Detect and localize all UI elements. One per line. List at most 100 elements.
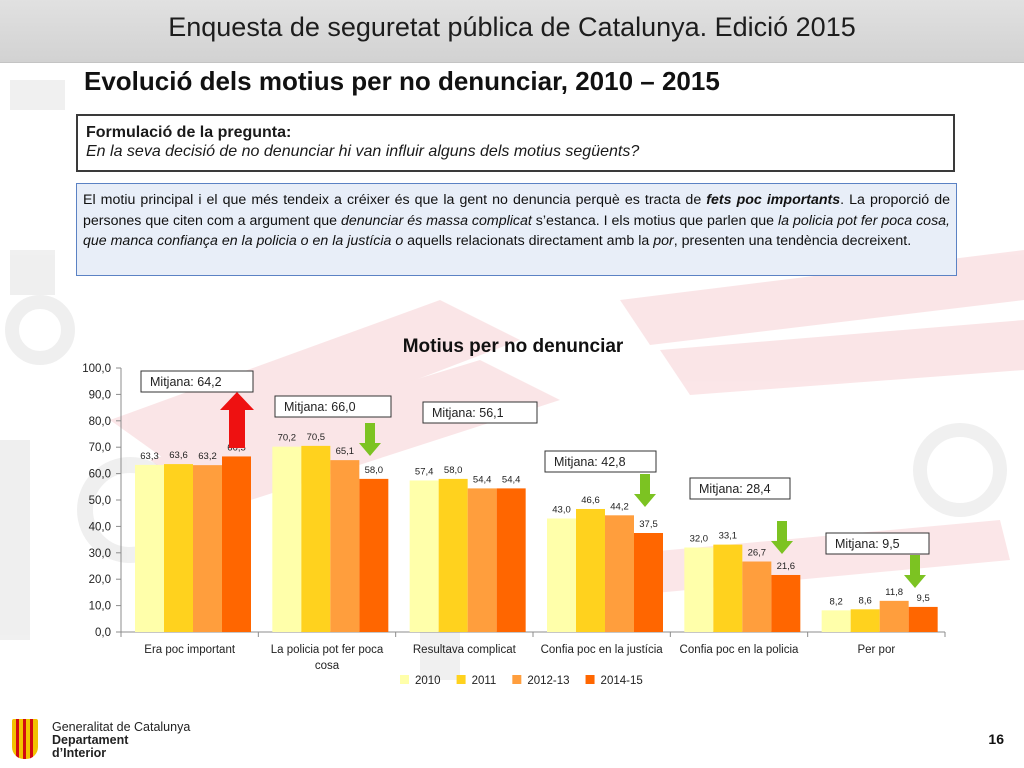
bar	[684, 547, 714, 632]
average-label: Mitjana: 64,2	[150, 375, 222, 389]
average-label: Mitjana: 28,4	[699, 482, 771, 496]
logo-line-departament: Departament	[52, 733, 129, 747]
average-box	[422, 401, 538, 424]
summary-segment-emphasis: por	[653, 233, 674, 249]
chart-axes: 0,0 10,0 20,0 30,0 40,0 50,0 60,0 70,0 80,0 90,0 1…	[82, 363, 946, 672]
logo-line-interior: d’Interior	[52, 746, 107, 760]
bar	[272, 446, 302, 632]
bar	[409, 480, 439, 632]
bar	[634, 533, 663, 632]
bar	[605, 515, 634, 632]
bar	[330, 460, 360, 632]
bar-value-label: 21,6	[777, 561, 796, 572]
bar-value-label: 70,5	[307, 432, 326, 443]
bar-value-label: 33,1	[719, 531, 738, 542]
y-tick-label: 30,0	[89, 548, 111, 560]
chart-title: Motius per no denunciar	[403, 336, 624, 357]
bar	[713, 544, 743, 632]
bar	[850, 609, 880, 632]
trend-down-arrow-icon	[771, 521, 793, 554]
y-tick-label: 70,0	[89, 442, 111, 454]
x-category-label: Era poc important	[144, 644, 236, 656]
summary-segment: , presenten una tendència decreixent.	[673, 233, 912, 249]
bar-value-label: 37,5	[639, 519, 658, 530]
bar	[576, 508, 605, 632]
legend-swatch	[400, 675, 409, 684]
summary-segment: aquells relacionats directament amb la	[403, 233, 654, 249]
bar-value-label: 8,2	[830, 596, 843, 607]
chart-bars	[135, 445, 938, 632]
senyera-emblem-icon	[12, 719, 38, 759]
trend-down-arrow-icon	[634, 474, 656, 507]
trend-down-arrow-icon	[359, 423, 381, 456]
chart-annotations: Mitjana: 64,2 Mitjana: 66,0 Mitjana: 56,1 M…	[140, 370, 930, 588]
bar-value-label: 58,0	[365, 465, 384, 476]
summary-segment: El motiu principal i el que més tendeix …	[83, 192, 707, 208]
bar-value-label: 58,0	[444, 465, 463, 476]
page-number: 16	[988, 731, 1004, 747]
bar	[135, 464, 164, 632]
bar-value-label: 63,2	[198, 451, 217, 462]
average-box	[689, 477, 791, 500]
y-tick-label: 40,0	[89, 521, 111, 533]
x-category-label: cosa	[315, 660, 340, 672]
bar-value-label: 63,3	[140, 451, 159, 462]
bar	[467, 488, 497, 632]
bar	[438, 478, 468, 632]
header-title: Enquesta de seguretat pública de Catalun…	[168, 12, 856, 42]
bar-value-label: 46,6	[581, 495, 600, 506]
question-box: Formulació de la pregunta: En la seva de…	[76, 114, 955, 172]
bar	[879, 600, 909, 632]
header-band: Enquesta de seguretat pública de Catalun…	[0, 0, 1024, 63]
y-tick-label: 80,0	[89, 416, 111, 428]
y-tick-label: 10,0	[89, 601, 111, 613]
x-category-label: Resultava complicat	[413, 644, 517, 656]
bar-value-label: 11,8	[885, 587, 903, 598]
bar-value-label: 8,6	[859, 595, 872, 606]
y-tick-label: 90,0	[89, 389, 111, 401]
bar-value-label: 57,4	[415, 466, 434, 477]
trend-down-arrow-icon	[904, 555, 926, 588]
legend-swatch	[585, 675, 595, 684]
y-tick-label: 0,0	[95, 627, 111, 639]
bar-value-label: 26,7	[748, 548, 767, 559]
bar	[496, 488, 526, 632]
bar	[222, 456, 251, 632]
bar-value-label: 9,5	[917, 593, 930, 604]
legend-label: 2012-13	[527, 675, 569, 687]
trend-up-arrow-icon	[220, 392, 254, 448]
bar	[821, 610, 851, 632]
legend-swatch	[512, 675, 522, 684]
question-label: Formulació de la pregunta:	[86, 124, 292, 141]
x-category-label: La policia pot fer poca	[271, 644, 384, 656]
average-box	[140, 370, 254, 393]
chart-data-labels: 63,3 70,2 57,4 43,0 32,0 8,2 63,6 70,5 58,0 46,6 3…	[140, 432, 930, 607]
legend-swatch	[456, 675, 466, 684]
x-category-label: Confia poc en la justícia	[541, 644, 664, 656]
average-box	[274, 395, 392, 418]
bar	[742, 561, 772, 632]
bar	[359, 478, 389, 632]
generalitat-logo: Generalitat de Catalunya Departament d’I…	[10, 715, 260, 763]
bar-value-label: 70,2	[278, 433, 297, 444]
bar-value-label: 63,6	[169, 450, 188, 461]
bar-value-label: 32,0	[690, 534, 709, 545]
y-tick-label: 100,0	[82, 363, 111, 375]
bar	[193, 465, 222, 632]
y-tick-label: 50,0	[89, 495, 111, 507]
legend-label: 2011	[472, 675, 497, 687]
average-label: Mitjana: 56,1	[432, 406, 504, 420]
bar-value-label: 54,4	[502, 474, 521, 485]
summary-segment: . La proporció de persones que citen com…	[83, 192, 950, 229]
bar	[771, 574, 801, 632]
summary-segment-emphasis: la policia pot fer poca cosa, que manca …	[83, 212, 950, 250]
chart-legend: 2010 2011 2012-13 2014-15	[400, 675, 643, 687]
bar	[301, 445, 331, 632]
bar	[547, 518, 576, 632]
x-category-label: Per por	[857, 644, 895, 656]
logo-line-generalitat: Generalitat de Catalunya	[52, 720, 191, 734]
y-tick-label: 20,0	[89, 574, 111, 586]
x-category-label: Confia poc en la policia	[680, 644, 800, 656]
bar-value-label: 65,1	[336, 446, 355, 457]
